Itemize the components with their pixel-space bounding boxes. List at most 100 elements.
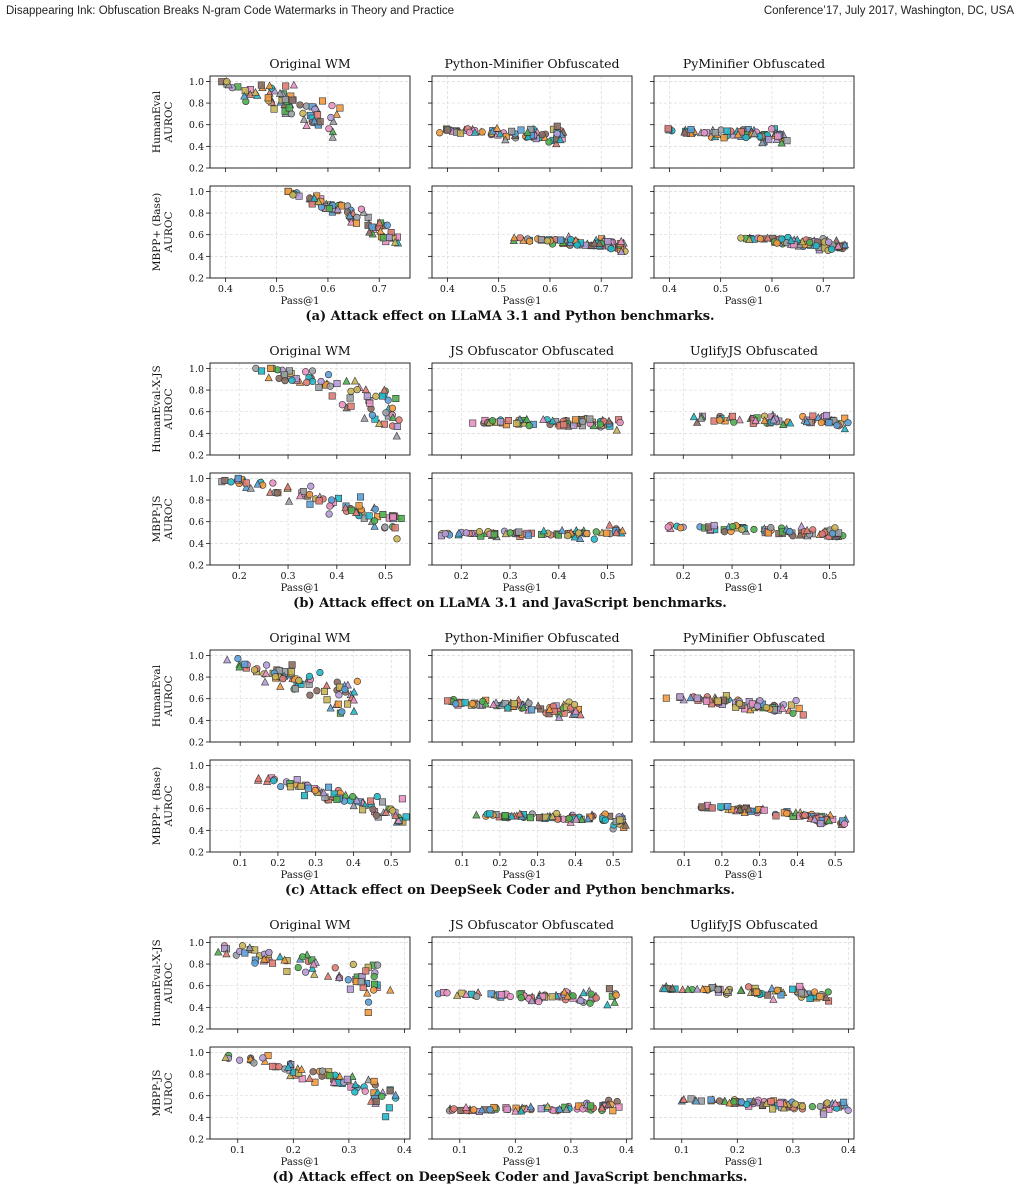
data-point [567,235,575,244]
data-point [618,526,627,535]
data-point [461,699,469,707]
data-point [802,525,812,534]
data-point [346,985,354,993]
data-point [393,535,401,543]
data-point [388,404,397,412]
data-point [525,237,534,245]
data-point [245,943,254,952]
data-point [515,809,524,818]
data-point [831,1099,840,1107]
y-tick-label: 1.0 [189,761,204,772]
data-point [543,237,551,245]
data-point [557,236,565,244]
column-title: PyMinifier Obfuscated [683,56,825,71]
data-point [251,959,259,967]
data-point [592,994,600,1002]
data-point [786,236,796,244]
panel [428,649,633,746]
panel [650,75,855,172]
data-point [822,993,831,1002]
x-tick-label: 0.5 [384,858,399,869]
data-point [825,238,833,246]
x-tick-label: 0.6 [542,284,557,295]
data-point [570,532,579,541]
data-point [616,418,624,427]
data-point [281,377,289,385]
data-point [351,1080,360,1089]
y-tick-label: 0.8 [189,960,204,971]
data-point [522,414,531,423]
x-tick-label: 0.4 [662,284,677,295]
data-point [328,496,336,504]
data-point [562,1105,571,1113]
data-point [329,117,338,125]
data-point [318,1067,326,1075]
data-point [375,218,384,227]
data-point [385,233,393,241]
data-point [370,972,378,981]
x-axis-label: Pass@1 [281,583,320,594]
y-tick-label: 0.2 [189,561,204,572]
x-tick-label: 0.1 [230,1145,245,1156]
data-point [692,1096,701,1105]
x-tick-label: 0.6 [764,284,779,295]
data-point [817,820,825,828]
y-tick-label: 0.6 [189,694,204,705]
data-point [523,127,532,136]
data-point [795,704,803,712]
x-tick-label: 0.1 [674,1145,689,1156]
data-point [333,204,342,213]
data-point [270,105,278,113]
y-tick-label: 0.6 [189,407,204,418]
data-point [515,528,523,536]
panel [428,362,633,459]
data-point [357,205,366,213]
data-point [305,1074,314,1082]
data-point [273,489,281,497]
data-point [259,1054,267,1062]
data-point [275,1063,283,1071]
data-point [576,534,585,542]
data-point [698,803,706,811]
data-point [468,700,476,708]
data-point [840,424,849,433]
panel: 0.4 0.5 0.6 0.7 Pass@1 [428,185,633,307]
data-point [283,967,291,975]
data-point [816,993,824,1001]
data-point [504,704,512,712]
data-point [299,114,309,123]
panel-frame [431,472,633,566]
data-point [305,672,314,680]
data-point [332,109,341,118]
data-point [297,782,305,790]
data-point [527,996,537,1005]
data-point [786,418,795,427]
data-point [586,415,594,423]
data-point [345,211,354,220]
y-tick-label: 0.2 [189,738,204,749]
data-point [361,1087,369,1095]
data-point [736,986,746,994]
y-tick-label: 1.0 [189,938,204,949]
data-point [791,1100,799,1108]
data-point [289,191,297,199]
data-point [324,371,333,379]
data-point [287,783,295,791]
data-point [603,529,611,537]
x-tick-label: 0.5 [606,858,621,869]
data-point [590,535,598,543]
y-tick-label: 0.6 [189,517,204,528]
figure-caption: (a) Attack effect on LLaMA 3.1 and Pytho… [305,309,714,324]
data-point [309,1068,317,1076]
x-tick-label: 0.4 [551,571,566,582]
data-point [525,699,533,707]
data-point [824,988,832,996]
data-point [756,235,765,243]
data-point [714,697,722,705]
data-point [454,528,463,537]
data-point [486,1106,494,1114]
data-point [395,416,403,424]
data-point [596,420,604,428]
data-point [227,478,235,486]
panel-frame [431,1046,633,1140]
